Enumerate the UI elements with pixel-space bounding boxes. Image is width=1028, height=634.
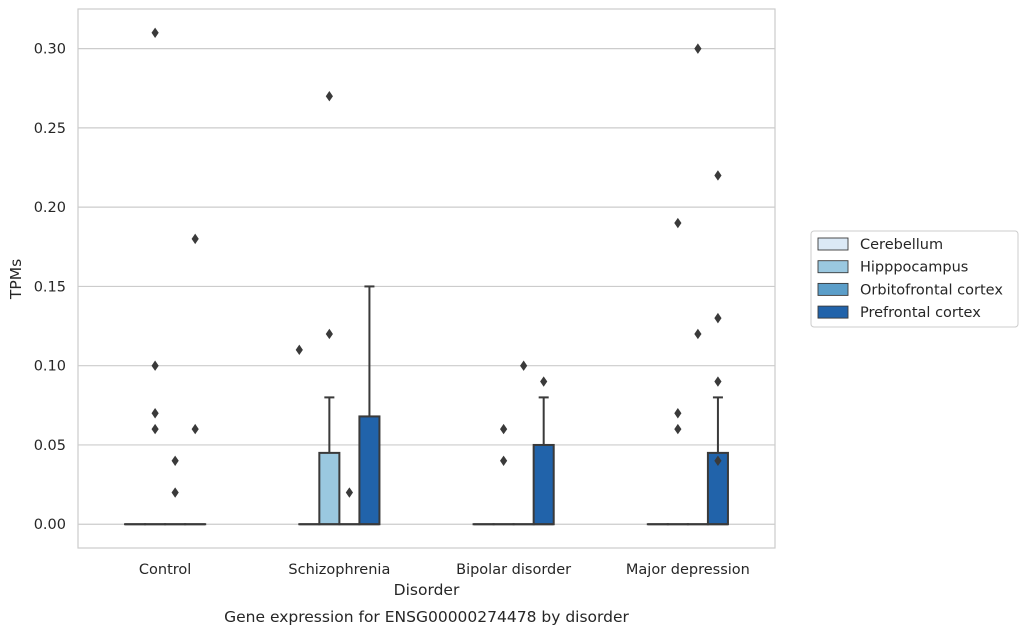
box	[318, 451, 341, 526]
legend-label: Orbitofrontal cortex	[860, 282, 1003, 298]
chart-caption: Gene expression for ENSG00000274478 by d…	[224, 608, 629, 626]
outlier-point	[714, 312, 722, 324]
outlier-point	[191, 233, 199, 245]
box-marks	[124, 27, 729, 526]
legend-swatch	[817, 237, 849, 251]
outlier-point	[191, 423, 199, 435]
plot-area	[77, 8, 776, 549]
x-axis-label: Disorder	[394, 581, 460, 599]
outlier-point	[500, 423, 508, 435]
y-tick-label: 0.15	[34, 279, 66, 295]
outlier-point	[151, 423, 159, 435]
legend-swatch	[817, 305, 849, 319]
outlier-point	[674, 217, 682, 229]
legend-swatch	[817, 260, 849, 274]
outlier-point	[151, 408, 159, 419]
outlier-point	[151, 360, 159, 371]
y-tick-labels: 0.00 0.05 0.10 0.15 0.20 0.25 0.30	[34, 42, 66, 534]
legend-swatch	[817, 282, 849, 296]
x-tick-label: Control	[139, 562, 191, 578]
outlier-point	[674, 423, 682, 435]
outlier-point	[694, 43, 702, 54]
outlier-point	[714, 170, 722, 181]
x-tick-label: Schizophrenia	[288, 562, 390, 578]
legend-label: Hipppocampus	[860, 260, 968, 276]
outlier-point	[325, 90, 333, 102]
y-axis-label: TPMs	[7, 259, 25, 300]
outlier-point	[674, 408, 682, 419]
x-tick-label: Major depression	[626, 562, 750, 578]
box	[532, 443, 555, 526]
outlier-point	[694, 328, 702, 340]
y-tick-label: 0.30	[34, 42, 66, 58]
outlier-point	[171, 455, 179, 467]
outlier-point	[540, 376, 548, 387]
legend-label: Prefrontal cortex	[860, 305, 981, 321]
outlier-point	[345, 487, 353, 498]
outlier-point	[714, 376, 722, 387]
box	[358, 415, 381, 526]
y-tick-label: 0.10	[34, 359, 66, 375]
y-tick-label: 0.25	[34, 121, 66, 137]
y-tick-label: 0.20	[34, 200, 66, 216]
outlier-point	[171, 487, 179, 498]
x-tick-labels: Control Schizophrenia Bipolar disorder Majo…	[139, 562, 750, 578]
outlier-point	[295, 344, 303, 356]
outlier-point	[325, 328, 333, 340]
outlier-point	[151, 27, 159, 38]
outlier-point	[520, 360, 528, 371]
gridlines	[78, 48, 775, 525]
legend: Cerebellum Hipppocampus Orbitofrontal cort…	[810, 230, 1019, 328]
legend-label: Cerebellum	[860, 237, 943, 253]
legend-frame	[810, 230, 1019, 328]
outlier-point	[714, 455, 722, 467]
outlier-point	[500, 455, 508, 467]
y-tick-label: 0.05	[34, 438, 66, 454]
y-tick-label: 0.00	[34, 517, 66, 533]
x-tick-label: Bipolar disorder	[456, 562, 571, 578]
